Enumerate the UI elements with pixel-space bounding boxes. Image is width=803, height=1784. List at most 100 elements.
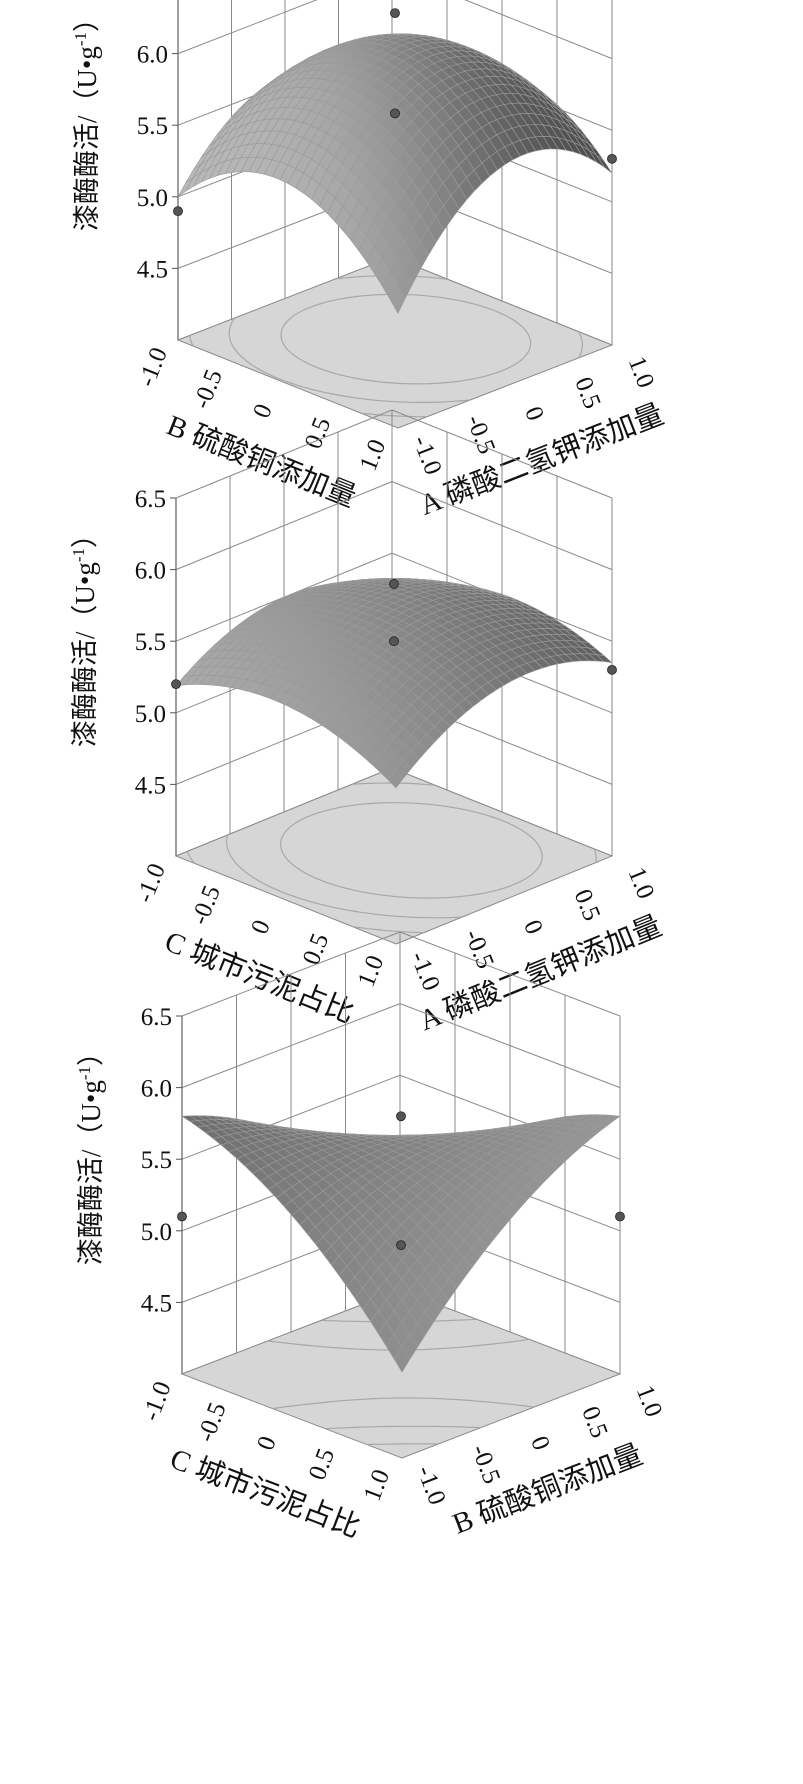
x-tick-label: 0.5 [569,374,605,413]
z-axis-label-sup: -1 [75,1066,94,1080]
z-tick-label: 6.0 [135,558,166,585]
y-tick-label: -1.0 [137,1378,176,1425]
z-axis-label-text: 漆酶酶活/（U•g [70,562,100,747]
y-tick-label: -0.5 [192,1399,231,1446]
surface-cell [389,282,406,315]
z-tick-label: 5.5 [141,1147,172,1174]
x-tick-label: 0.5 [569,886,606,925]
floor-contour [186,851,424,934]
y-tick-label: -0.5 [186,882,226,929]
y-tick-label: 0.5 [298,930,335,969]
floor-contour [226,782,597,919]
design-point [607,153,617,164]
surface-plot-2: 6.5 6.0 5.5 5.0 4.5 漆酶酶活/（U•g-1） -1.0 -0.5 0 0.5 1… [69,409,666,1037]
z-tick-label: 6.5 [135,486,166,513]
wall-grid-line [177,0,318,55]
z-axis-label-text: 漆酶酶活/（U•g [72,46,102,231]
x-tick-label: -0.5 [459,926,499,973]
surface-cell [393,1346,411,1373]
x-tick-label: 0.5 [576,1403,612,1442]
z-axis-label-text: 漆酶酶活/（U•g [76,1080,106,1265]
x-tick-label: -1.0 [411,1462,450,1509]
x-tick-label: 1.0 [631,1382,667,1421]
response-surface [175,577,613,789]
z-tick-label: 6.0 [137,42,168,69]
response-surface [177,33,613,315]
z-axis-label-close: ） [76,1039,106,1066]
design-point [390,8,400,19]
floor-face [174,767,614,945]
y-tick-label: 1.0 [355,436,392,475]
design-point [396,1240,406,1251]
z-tick-label: 5.0 [141,1219,172,1246]
design-point [607,664,617,675]
wall-grid-line [175,409,393,499]
x-tick-label: 0 [518,916,548,938]
y-tick-label: 0 [252,1433,282,1454]
response-surface [181,1114,621,1373]
z-tick-label: 5.0 [135,701,166,728]
design-point [177,1211,187,1222]
x-tick-label: -1.0 [405,948,445,995]
design-point [389,636,399,647]
z-tick-label: 6.5 [141,1004,172,1031]
wall-grid-line [181,1074,401,1160]
design-points [173,8,617,217]
floor-contour [280,293,532,385]
wall-grid-line [181,1003,401,1089]
wall-grid-line [399,1003,621,1089]
wall-grid-line [391,409,613,499]
y-tick-label: 0 [248,400,278,422]
wall-grid-line [399,931,621,1017]
design-point [389,579,399,589]
z-tick-label: 4.5 [137,256,168,283]
z-tick-label: 6.0 [141,1076,172,1103]
z-tick-label: 4.5 [135,772,166,799]
surface-plot-1: 6.5 6.0 5.5 5.0 4.5 漆酶酶活/（U•g-1） -1.0 -0.5 0 0.5 1… [71,0,668,522]
z-axis-label-sup: -1 [69,548,88,562]
wall-grid-line [391,481,613,571]
z-axis: 6.5 6.0 5.5 5.0 4.5 漆酶酶活/（U•g-1） [75,1004,183,1374]
z-tick-label: 4.5 [141,1290,172,1317]
z-tick-label: 5.5 [135,629,166,656]
y-tick-label: -1.0 [133,344,173,391]
design-point [171,679,181,690]
design-point [173,206,183,217]
z-axis-label-close: ） [70,521,100,548]
z-tick-label: 5.0 [137,185,168,212]
y-tick-label: 1.0 [359,1466,395,1505]
y-tick-label: -1.0 [131,860,171,907]
z-axis-label: 漆酶酶活/（U•g-1） [69,521,100,747]
z-axis-label: 漆酶酶活/（U•g-1） [71,5,102,231]
y-tick-label: -0.5 [188,366,228,413]
floor-contour [280,802,543,899]
wall-grid-line [181,931,401,1017]
z-axis-label: 漆酶酶活/（U•g-1） [75,1039,106,1265]
design-point [390,108,400,119]
surface-cell [387,769,405,789]
z-axis-label-close: ） [72,5,102,32]
design-point [396,1111,406,1122]
x-tick-label: 1.0 [623,864,660,903]
design-points [171,579,617,690]
wall-grid-line [175,481,393,571]
x-tick-label: 1.0 [623,353,659,392]
z-axis-label-sup: -1 [71,32,90,46]
z-tick-label: 5.5 [137,113,168,140]
design-points [177,1111,625,1251]
x-tick-label: 0 [525,1433,555,1454]
y-tick-label: 1.0 [353,952,390,991]
y-tick-label: 0 [246,916,276,938]
y-tick-label: 0.5 [300,414,337,453]
z-axis: 6.5 6.0 5.5 5.0 4.5 漆酶酶活/（U•g-1） [69,486,177,856]
design-point [615,1211,625,1222]
x-tick-label: -0.5 [466,1441,505,1488]
y-tick-label: 0.5 [304,1445,340,1484]
x-tick-label: 0 [519,403,549,424]
surface-plot-3: 6.5 6.0 5.5 5.0 4.5 漆酶酶活/（U•g-1） -1.0 -0.5 0 0.5 1… [75,931,667,1544]
floor-plane [174,767,614,945]
wall-grid-line [464,0,613,60]
x-tick-label: -1.0 [407,432,446,479]
